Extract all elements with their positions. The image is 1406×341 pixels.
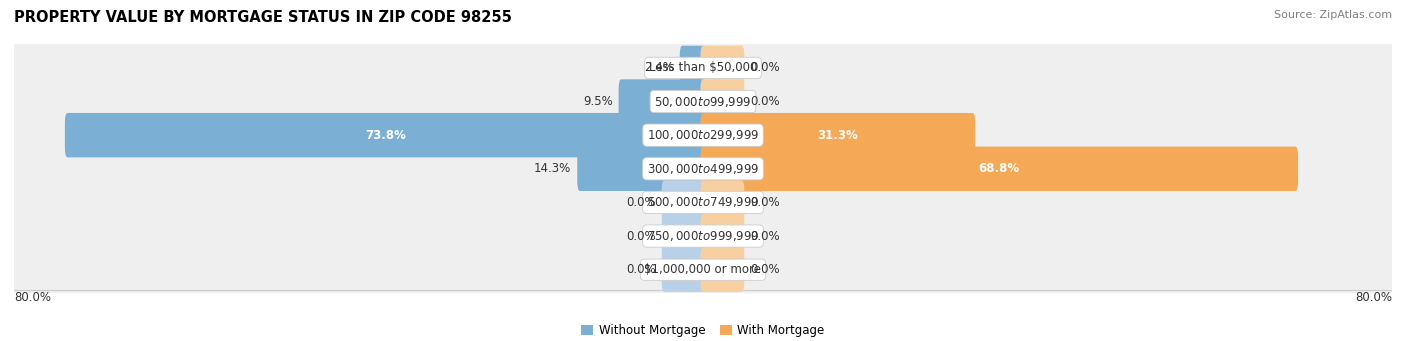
Text: 80.0%: 80.0%: [14, 291, 51, 303]
FancyBboxPatch shape: [700, 248, 744, 292]
FancyBboxPatch shape: [10, 70, 1396, 133]
Text: $750,000 to $999,999: $750,000 to $999,999: [647, 229, 759, 243]
FancyBboxPatch shape: [662, 248, 706, 292]
FancyBboxPatch shape: [10, 238, 1396, 301]
Text: $1,000,000 or more: $1,000,000 or more: [644, 263, 762, 276]
Text: $100,000 to $299,999: $100,000 to $299,999: [647, 128, 759, 142]
Text: 0.0%: 0.0%: [751, 196, 780, 209]
Text: $300,000 to $499,999: $300,000 to $499,999: [647, 162, 759, 176]
FancyBboxPatch shape: [578, 147, 706, 191]
FancyBboxPatch shape: [10, 104, 1396, 167]
Text: Source: ZipAtlas.com: Source: ZipAtlas.com: [1274, 10, 1392, 20]
FancyBboxPatch shape: [662, 180, 706, 225]
FancyBboxPatch shape: [10, 171, 1396, 234]
FancyBboxPatch shape: [700, 79, 744, 124]
Text: 0.0%: 0.0%: [751, 229, 780, 242]
Text: 68.8%: 68.8%: [979, 162, 1019, 175]
Text: 14.3%: 14.3%: [534, 162, 571, 175]
FancyBboxPatch shape: [700, 180, 744, 225]
FancyBboxPatch shape: [700, 46, 744, 90]
Legend: Without Mortgage, With Mortgage: Without Mortgage, With Mortgage: [576, 320, 830, 341]
Text: Less than $50,000: Less than $50,000: [648, 61, 758, 74]
Text: 0.0%: 0.0%: [626, 263, 655, 276]
FancyBboxPatch shape: [10, 137, 1396, 201]
Text: 0.0%: 0.0%: [626, 196, 655, 209]
Text: 80.0%: 80.0%: [1355, 291, 1392, 303]
Text: 0.0%: 0.0%: [751, 263, 780, 276]
Text: 31.3%: 31.3%: [817, 129, 858, 142]
Text: $50,000 to $99,999: $50,000 to $99,999: [654, 94, 752, 108]
FancyBboxPatch shape: [10, 36, 1396, 100]
FancyBboxPatch shape: [619, 79, 706, 124]
Text: 2.4%: 2.4%: [644, 61, 673, 74]
Text: $500,000 to $749,999: $500,000 to $749,999: [647, 195, 759, 209]
Text: PROPERTY VALUE BY MORTGAGE STATUS IN ZIP CODE 98255: PROPERTY VALUE BY MORTGAGE STATUS IN ZIP…: [14, 10, 512, 25]
Text: 0.0%: 0.0%: [751, 61, 780, 74]
FancyBboxPatch shape: [679, 46, 706, 90]
Text: 73.8%: 73.8%: [364, 129, 406, 142]
FancyBboxPatch shape: [700, 147, 1298, 191]
FancyBboxPatch shape: [10, 205, 1396, 268]
FancyBboxPatch shape: [700, 214, 744, 258]
Text: 9.5%: 9.5%: [583, 95, 613, 108]
FancyBboxPatch shape: [662, 214, 706, 258]
Text: 0.0%: 0.0%: [626, 229, 655, 242]
FancyBboxPatch shape: [700, 113, 976, 157]
Text: 0.0%: 0.0%: [751, 95, 780, 108]
FancyBboxPatch shape: [65, 113, 706, 157]
